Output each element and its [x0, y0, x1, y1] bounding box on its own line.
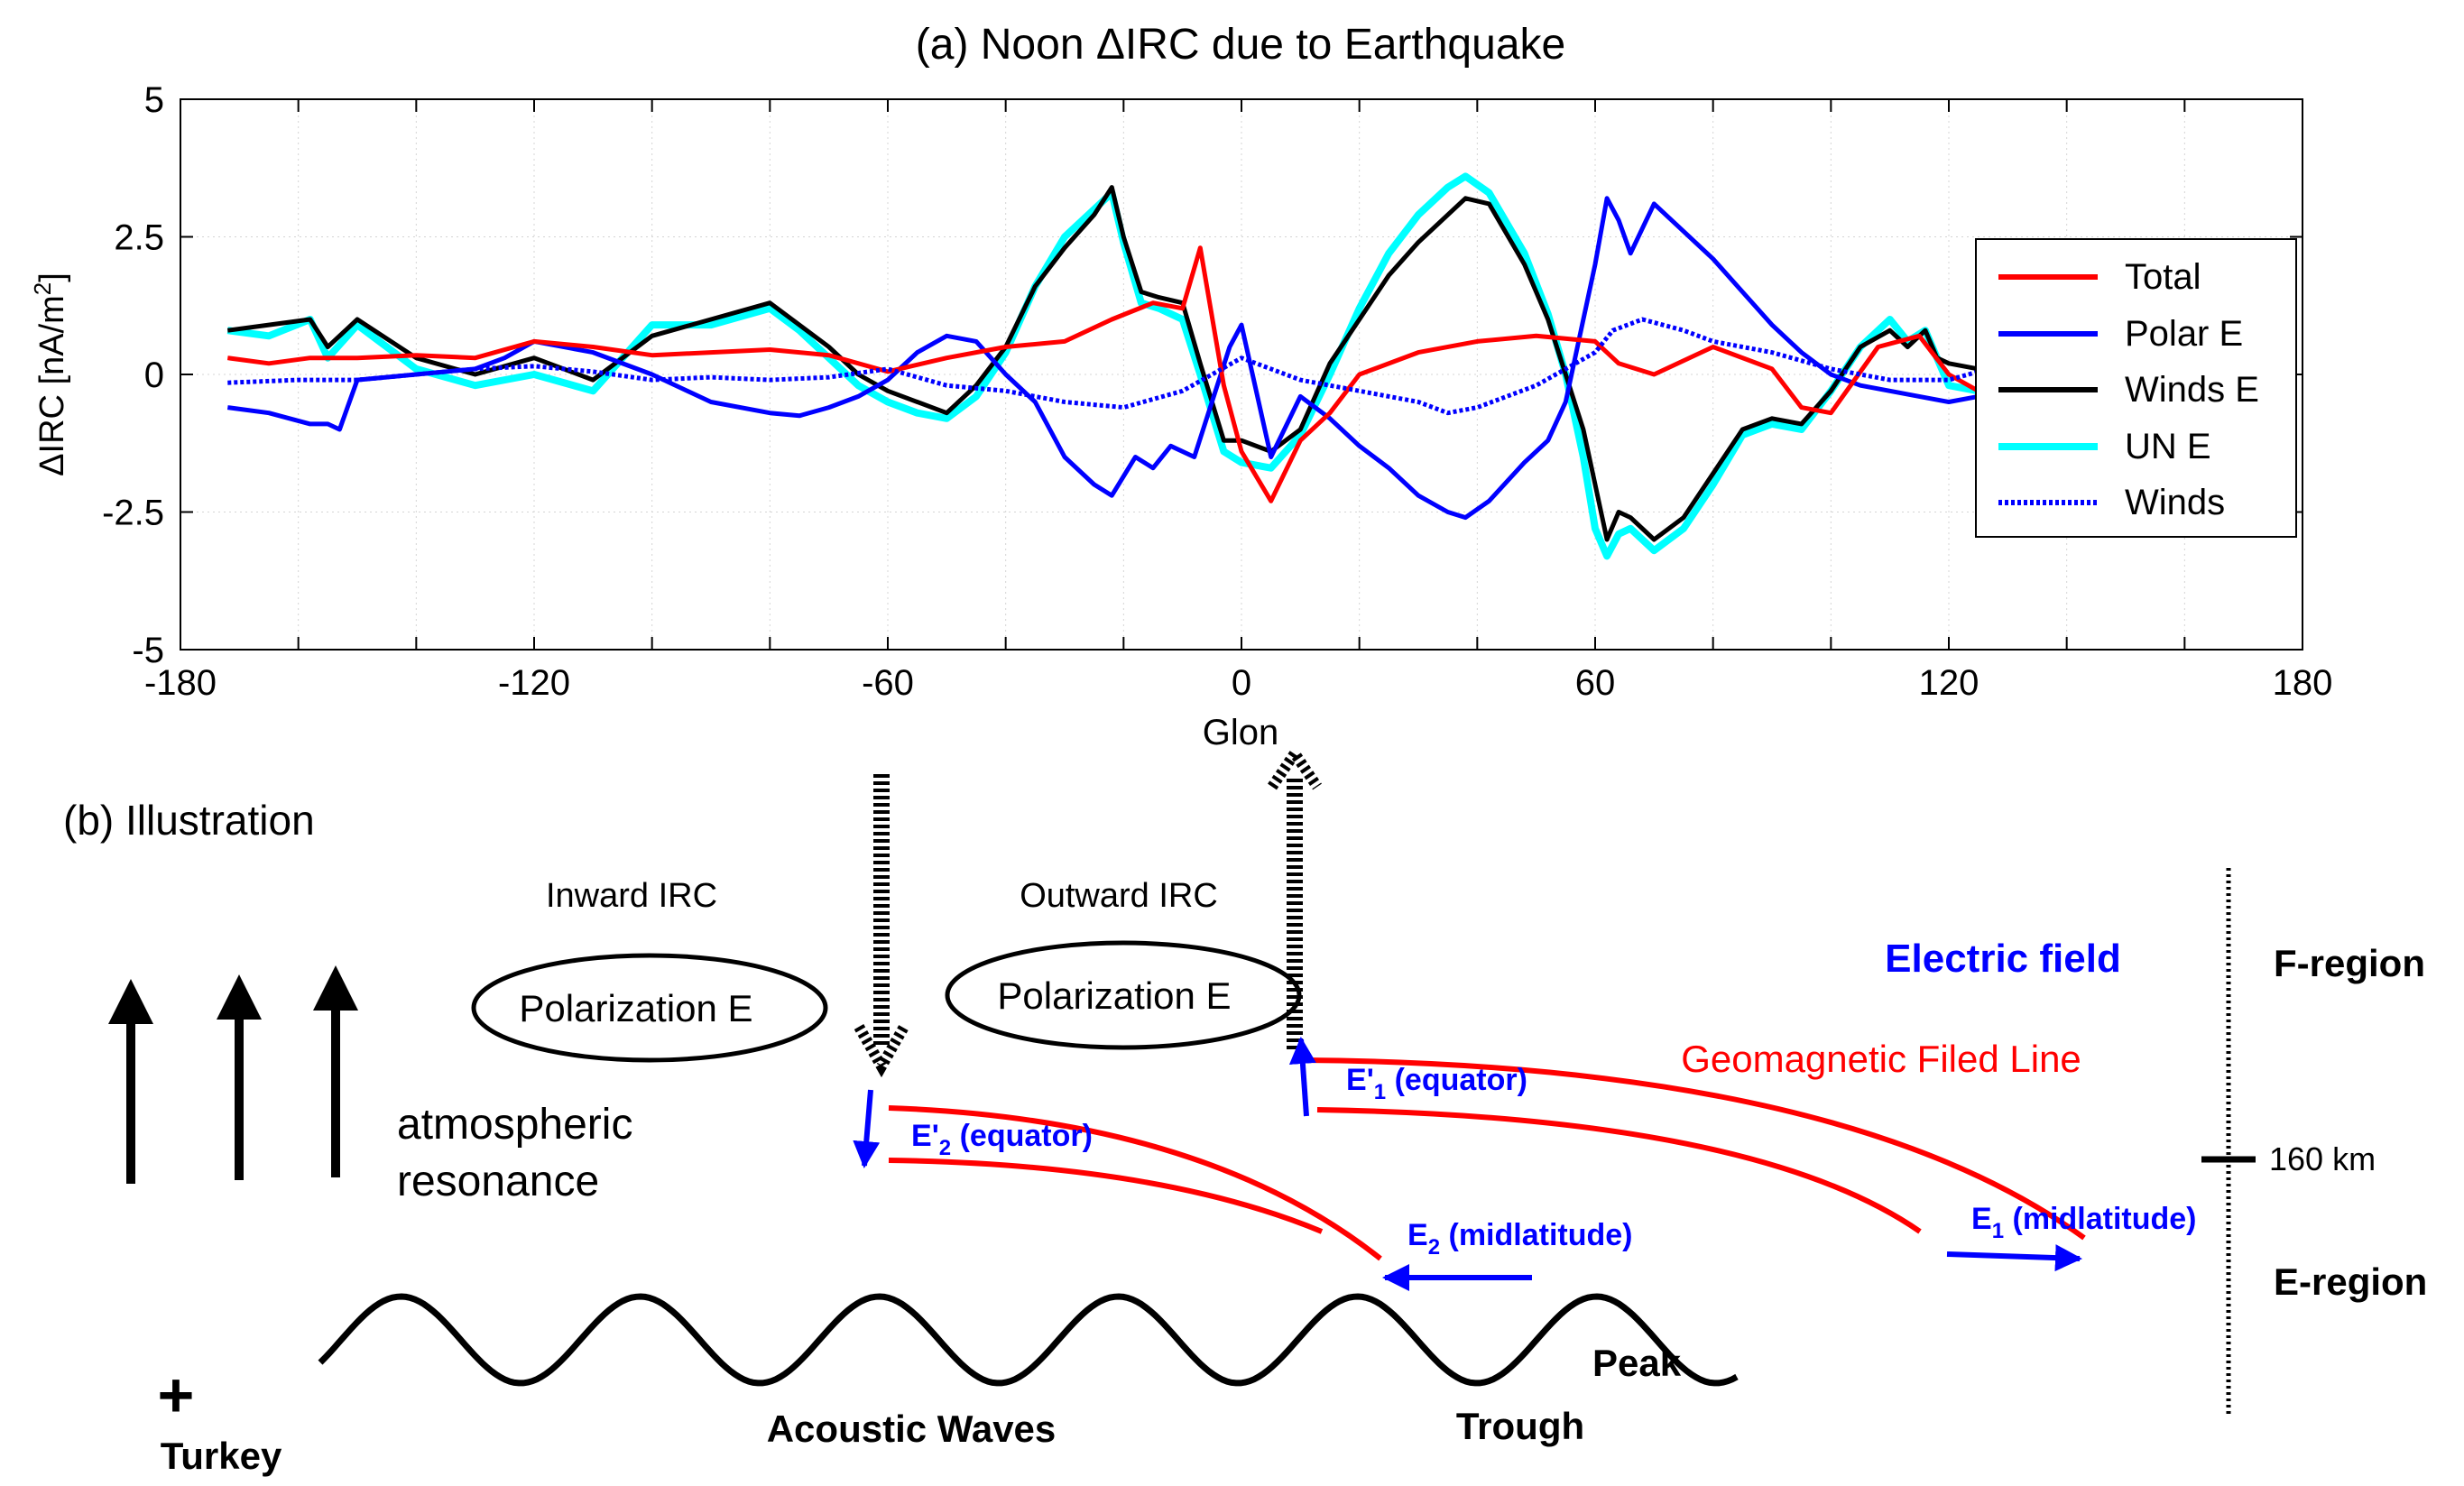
atmospheric-text: atmospheric: [397, 1101, 632, 1149]
altitude-label: 160 km: [2269, 1140, 2376, 1177]
e2-midlatitude-label: E2 (midlatitude): [1407, 1218, 1632, 1260]
resonance-text: resonance: [397, 1158, 599, 1205]
polarization-e-left-label: Polarization E: [519, 987, 752, 1029]
x-tick-label: 60: [1575, 663, 1616, 703]
e1-midlatitude-label: E1 (midlatitude): [1971, 1202, 2196, 1243]
series-group: [226, 172, 2010, 560]
y-tick-label: 0: [144, 355, 164, 395]
e2-equator-label: E'2 (equator): [911, 1119, 1093, 1160]
x-tick-label: 120: [1919, 663, 1980, 703]
outward-irc-label: Outward IRC: [1020, 877, 1218, 915]
chart-panel-a: (a) Noon ΔIRC due to Earthquake -180 -120…: [29, 21, 2332, 752]
field-line-outer-upper: [1303, 1057, 2086, 1241]
peak-label: Peak: [1592, 1342, 1682, 1384]
series-line-un-e: [226, 172, 2009, 560]
acoustic-waves-label: Acoustic Waves: [767, 1408, 1057, 1450]
x-tick-label: -120: [498, 663, 570, 703]
field-line-inner-lower: [888, 1158, 1324, 1234]
x-tick-label: -60: [862, 663, 914, 703]
illustration-title: (b) Illustration: [63, 797, 315, 844]
series-line-polar-e: [226, 196, 2009, 521]
series-line-winds: [227, 317, 2008, 416]
legend-label-polar-e: Polar E: [2125, 314, 2243, 354]
y-tick-label: 2.5: [114, 218, 164, 258]
legend: Total Polar E Winds E UN E Winds: [1975, 238, 2297, 538]
e1-equator-label: E'1 (equator): [1346, 1063, 1527, 1104]
x-axis-label: Glon: [1203, 713, 1279, 752]
legend-label-un-e: UN E: [2125, 427, 2211, 466]
epicenter-plus: +: [158, 1360, 195, 1430]
y-tick-label: 5: [144, 80, 164, 120]
legend-label-winds: Winds: [2125, 483, 2225, 522]
electric-field-label: Electric field: [1885, 937, 2121, 981]
field-line-outer-lower: [1316, 1107, 1922, 1234]
polarization-ellipse-left: [471, 953, 828, 1063]
e1-equator-arrow: [1288, 1037, 1316, 1117]
x-tick-label: 180: [2273, 663, 2333, 703]
illustration-panel-b: (b) Illustration atmospheric resonance I…: [63, 743, 2427, 1477]
y-axis-label: ΔIRC [nA/m2]: [29, 272, 71, 476]
acoustic-wave: [318, 1293, 1739, 1387]
inward-irc-label: Inward IRC: [546, 877, 717, 915]
outward-current-arrowhead: [1268, 743, 1322, 790]
e-region-label: E-region: [2274, 1260, 2427, 1303]
e2-equator-arrow: [853, 1089, 881, 1168]
inward-current-arrowhead: [854, 1024, 909, 1078]
trough-label: Trough: [1456, 1405, 1584, 1447]
y-tick-label: -5: [132, 631, 164, 670]
axis-ticks: -180 -120 -60 0 60 120 180 5 2.5 0 -2.5 -5: [102, 80, 2332, 703]
field-line-inner-upper: [888, 1105, 1382, 1261]
x-tick-label: 0: [1232, 663, 1251, 703]
chart-title: (a) Noon ΔIRC due to Earthquake: [916, 21, 1565, 69]
legend-label-winds-e: Winds E: [2125, 370, 2259, 410]
y-tick-label: -2.5: [102, 494, 164, 533]
turkey-label: Turkey: [161, 1435, 282, 1477]
e1-midlatitude-arrow: [1946, 1244, 2082, 1272]
geomagnetic-label: Geomagnetic Filed Line: [1681, 1038, 2081, 1080]
f-region-label: F-region: [2274, 942, 2425, 984]
polarization-e-right-label: Polarization E: [997, 974, 1231, 1017]
legend-label-total: Total: [2125, 257, 2201, 297]
x-tick-label: -180: [144, 663, 217, 703]
series-line-total: [226, 245, 2010, 503]
